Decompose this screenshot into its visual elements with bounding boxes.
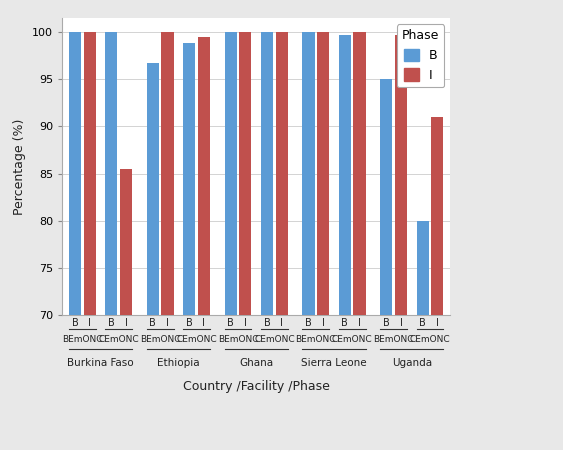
Text: BEmONC: BEmONC — [296, 335, 336, 344]
Bar — [431, 117, 444, 450]
Bar — [354, 32, 365, 450]
Text: BEmONC: BEmONC — [218, 335, 258, 344]
Text: Country /Facility /Phase: Country /Facility /Phase — [183, 380, 329, 393]
Text: Sierra Leone: Sierra Leone — [301, 358, 367, 368]
Text: CEmONC: CEmONC — [410, 335, 450, 344]
Text: CEmONC: CEmONC — [332, 335, 373, 344]
Text: Uganda: Uganda — [392, 358, 432, 368]
Bar — [183, 42, 195, 450]
Bar — [302, 32, 315, 450]
Text: CEmONC: CEmONC — [176, 335, 217, 344]
Text: BEmONC: BEmONC — [373, 335, 414, 344]
Bar — [105, 32, 117, 450]
Legend: B, I: B, I — [397, 24, 444, 87]
Bar — [83, 32, 96, 450]
Bar — [276, 32, 288, 450]
Bar — [162, 32, 173, 450]
Bar — [198, 37, 210, 450]
Bar — [395, 35, 407, 450]
Bar — [381, 79, 392, 450]
Y-axis label: Percentage (%): Percentage (%) — [14, 118, 26, 215]
Bar — [317, 32, 329, 450]
Bar — [417, 220, 429, 450]
Bar — [261, 32, 273, 450]
Text: CEmONC: CEmONC — [254, 335, 294, 344]
Bar — [339, 35, 351, 450]
Text: BEmONC: BEmONC — [62, 335, 102, 344]
Text: Ethiopia: Ethiopia — [157, 358, 200, 368]
Bar — [69, 32, 81, 450]
Bar — [120, 169, 132, 450]
Bar — [239, 32, 252, 450]
Bar — [147, 63, 159, 450]
Text: Ghana: Ghana — [239, 358, 273, 368]
Text: BEmONC: BEmONC — [140, 335, 180, 344]
Bar — [225, 32, 236, 450]
Text: CEmONC: CEmONC — [99, 335, 139, 344]
Text: Burkina Faso: Burkina Faso — [67, 358, 134, 368]
